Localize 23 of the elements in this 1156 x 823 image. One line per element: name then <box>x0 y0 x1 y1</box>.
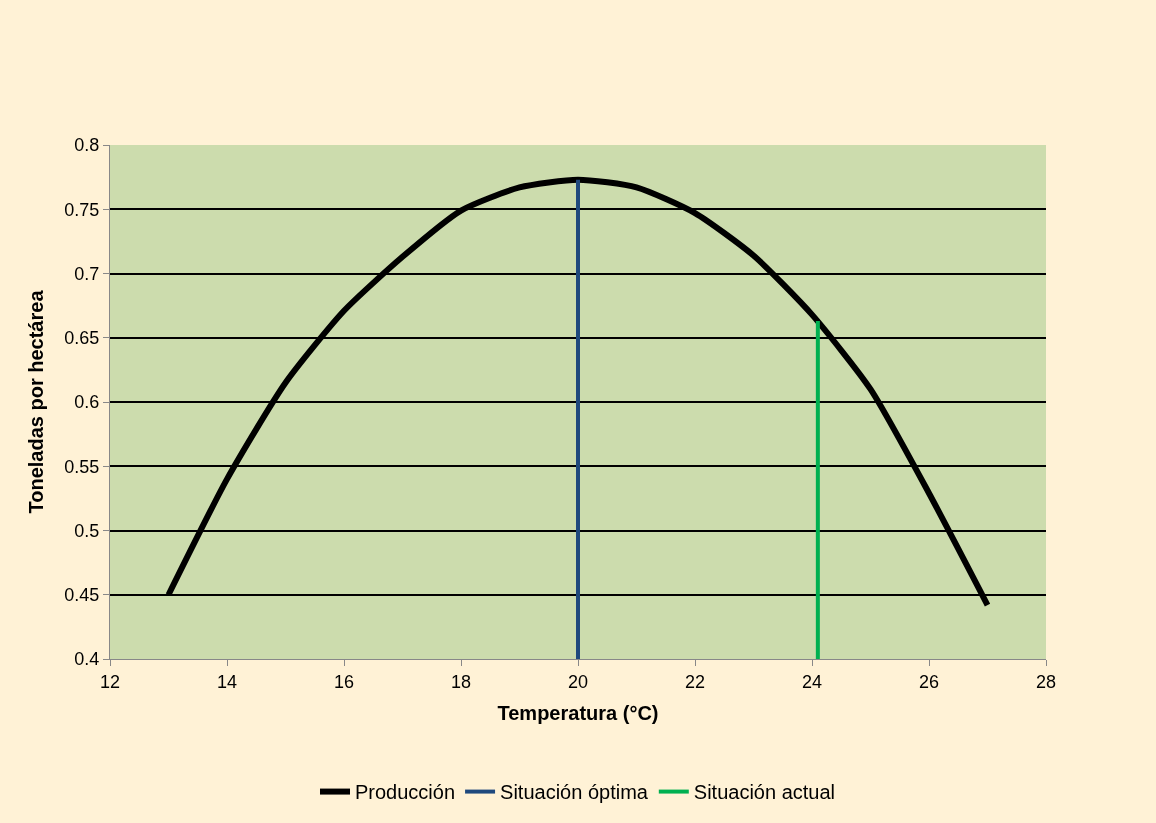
y-tick-label: 0.5 <box>74 520 100 541</box>
x-tick-label: 26 <box>918 671 940 692</box>
x-tick-label: 20 <box>567 671 589 692</box>
x-tick-label: 24 <box>801 671 823 692</box>
x-tick-label: 14 <box>216 671 238 692</box>
x-tick-label: 18 <box>450 671 472 692</box>
y-axis-title: Toneladas por hectárea <box>24 289 47 514</box>
y-tick-label: 0.75 <box>64 199 100 220</box>
y-tick-label: 0.7 <box>74 263 100 284</box>
legend-label: Situación actual <box>693 781 835 804</box>
y-tick-label: 0.65 <box>64 328 100 349</box>
x-tick-label: 22 <box>684 671 706 692</box>
y-tick-label: 0.55 <box>64 456 100 477</box>
legend-label: Producción <box>355 781 456 804</box>
x-tick-label: 28 <box>1035 671 1057 692</box>
y-tick-label: 0.6 <box>74 392 100 413</box>
legend-label: Situación óptima <box>500 781 649 804</box>
y-tick-label: 0.4 <box>74 649 100 670</box>
x-tick-label: 16 <box>333 671 355 692</box>
x-tick-label: 12 <box>99 671 121 692</box>
y-tick-label: 0.45 <box>64 585 100 606</box>
x-axis-title: Temperatura (°C) <box>497 702 659 725</box>
y-tick-label: 0.8 <box>74 135 100 156</box>
